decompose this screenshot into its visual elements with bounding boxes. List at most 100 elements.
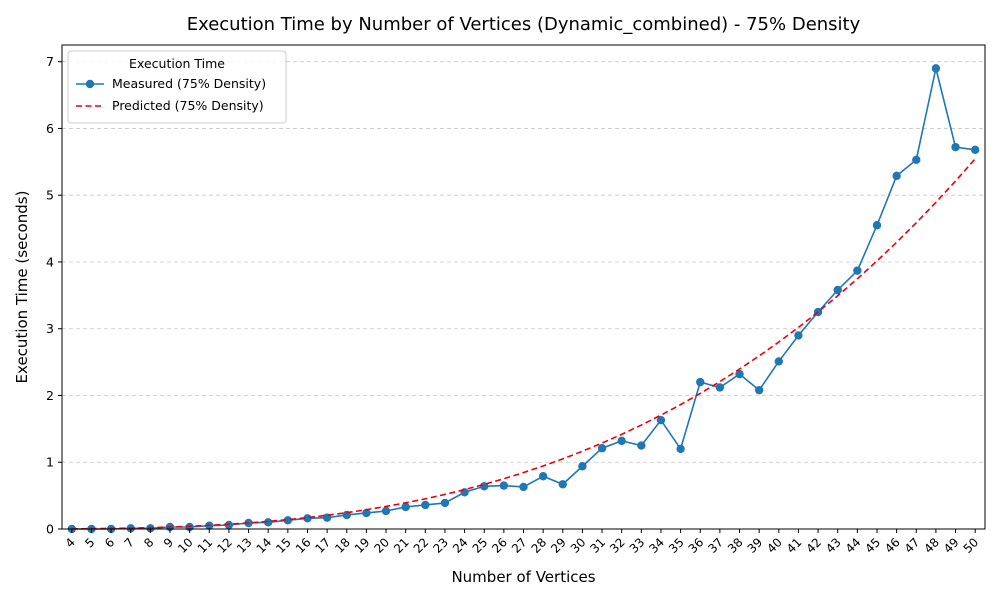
legend-marker: [85, 79, 95, 89]
data-point: [283, 516, 293, 525]
data-point: [833, 285, 842, 295]
x-tick-label: 12: [214, 535, 235, 556]
x-tick-label: 13: [234, 535, 255, 556]
x-tick-label: 9: [161, 535, 176, 550]
x-tick-label: 10: [175, 535, 196, 556]
x-tick-label: 5: [82, 535, 97, 550]
x-tick-label: 17: [313, 535, 334, 556]
x-tick-label: 35: [666, 535, 687, 556]
x-tick-label: 41: [784, 535, 805, 556]
x-tick-label: 15: [273, 535, 294, 556]
x-tick-label: 40: [764, 535, 785, 556]
legend-label: Predicted (75% Density): [112, 98, 264, 113]
y-tick-label: 4: [46, 254, 54, 269]
x-tick-label: 30: [568, 535, 589, 556]
data-point: [401, 502, 410, 512]
legend-label: Measured (75% Density): [112, 76, 266, 91]
x-tick-label: 7: [122, 535, 137, 550]
x-tick-label: 39: [745, 535, 766, 556]
data-point: [774, 357, 783, 366]
y-tick-label: 2: [46, 388, 54, 403]
x-tick-label: 4: [63, 535, 78, 550]
series-line-measured: [71, 68, 976, 530]
x-tick-label: 38: [725, 535, 746, 556]
x-tick-label: 27: [509, 535, 530, 556]
x-tick-label: 18: [332, 535, 353, 556]
data-point: [754, 385, 764, 395]
x-tick-label: 11: [195, 535, 216, 556]
x-tick-label: 47: [902, 535, 923, 556]
y-tick-label: 1: [46, 455, 54, 470]
data-point: [853, 266, 862, 275]
x-tick-label: 46: [882, 535, 903, 556]
x-tick-label: 24: [450, 535, 471, 556]
data-point: [696, 377, 705, 387]
y-tick-label: 7: [46, 54, 54, 69]
data-point: [912, 155, 921, 165]
data-point: [970, 145, 980, 155]
data-point: [637, 441, 646, 450]
data-point: [676, 444, 685, 454]
x-tick-label: 25: [470, 535, 491, 556]
y-tick-label: 0: [46, 522, 54, 537]
data-point: [519, 482, 528, 492]
data-point: [303, 514, 312, 523]
x-tick-label: 34: [646, 535, 667, 556]
x-tick-label: 44: [843, 535, 864, 556]
x-tick-label: 48: [921, 535, 942, 556]
data-point: [460, 488, 469, 497]
data-point: [597, 444, 607, 453]
data-point: [931, 64, 941, 73]
data-point: [872, 221, 882, 230]
data-point: [617, 436, 626, 446]
data-point: [440, 498, 450, 508]
legend-items: Measured (75% Density) Predicted (75% Den…: [76, 76, 266, 113]
y-tick-label: 5: [46, 188, 54, 203]
data-point: [951, 142, 960, 152]
x-tick-label: 21: [391, 535, 412, 556]
data-point: [538, 472, 548, 481]
x-tick-label: 31: [587, 535, 608, 556]
x-tick-label: 49: [941, 535, 962, 556]
x-tick-label: 33: [627, 535, 648, 556]
data-point: [558, 480, 567, 489]
data-point: [264, 518, 273, 527]
legend: Execution Time Measured (75% Density) Pre…: [67, 50, 287, 124]
x-tick-label: 16: [293, 535, 314, 556]
data-point: [892, 171, 901, 181]
y-axis-label: Execution Time (seconds): [13, 191, 31, 384]
legend-title: Execution Time: [129, 56, 225, 71]
series-layer: [67, 64, 980, 534]
x-tick-label: 43: [823, 535, 844, 556]
data-point: [735, 369, 744, 379]
x-tick-label: 19: [352, 535, 373, 556]
y-tick-label: 3: [46, 321, 54, 336]
data-point: [499, 481, 509, 490]
data-point: [794, 331, 803, 340]
x-tick-label: 42: [803, 535, 824, 556]
data-point: [656, 415, 666, 425]
data-point: [421, 500, 430, 510]
data-point: [362, 508, 371, 518]
data-point: [224, 520, 234, 530]
x-tick-label: 37: [705, 535, 726, 556]
x-tick-label: 20: [371, 535, 392, 556]
x-tick-label: 28: [529, 535, 550, 556]
x-tick-label: 29: [548, 535, 569, 556]
x-tick-label: 36: [686, 535, 707, 556]
chart-title: Execution Time by Number of Vertices (Dy…: [187, 14, 861, 35]
x-tick-label: 50: [961, 535, 982, 556]
data-point: [715, 383, 725, 392]
x-tick-label: 14: [254, 535, 275, 556]
legend-box: [67, 50, 287, 124]
gridlines: [62, 61, 985, 530]
x-tick-label: 45: [862, 535, 883, 556]
data-point: [381, 506, 391, 516]
y-tick-label: 6: [46, 121, 54, 136]
x-tick-label: 26: [489, 535, 510, 556]
x-tick-label: 22: [411, 535, 432, 556]
x-tick-label: 23: [430, 535, 451, 556]
